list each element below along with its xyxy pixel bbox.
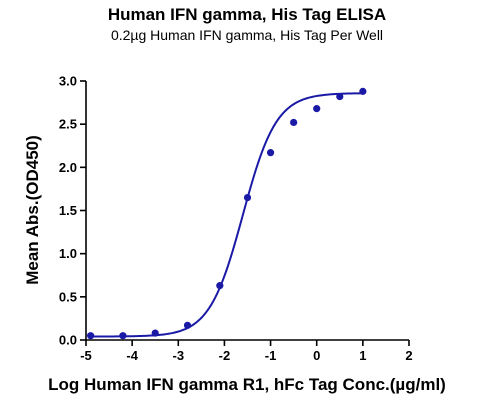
- x-tick-label: 1: [359, 348, 366, 363]
- x-axis-label: Log Human IFN gamma R1, hFc Tag Conc.(µg…: [48, 375, 446, 394]
- x-tick-label: 2: [405, 348, 412, 363]
- y-tick-label: 2.5: [59, 117, 77, 132]
- y-axis-ticks: 0.0 0.5 1.0 1.5 2.0 2.5 3.0: [59, 74, 86, 348]
- data-point: [290, 118, 298, 127]
- data-point: [336, 92, 344, 101]
- chart-subtitle: 0.2µg Human IFN gamma, His Tag Per Well: [111, 27, 383, 43]
- x-tick-label: -5: [80, 348, 92, 363]
- y-tick-label: 1.0: [59, 246, 77, 261]
- y-tick-label: 3.0: [59, 74, 77, 89]
- x-tick-label: -1: [265, 348, 277, 363]
- data-point: [183, 321, 192, 329]
- x-axis-ticks: -5 -4 -3 -2 -1 0 1 2: [80, 340, 413, 363]
- x-tick-label: -3: [173, 348, 185, 363]
- data-point: [87, 332, 95, 340]
- y-tick-label: 2.0: [59, 160, 77, 175]
- y-tick-label: 1.5: [59, 203, 77, 218]
- plot-area: [87, 87, 367, 340]
- data-point: [359, 87, 367, 95]
- data-point: [313, 105, 321, 113]
- data-point: [151, 329, 159, 337]
- chart-title: Human IFN gamma, His Tag ELISA: [108, 5, 386, 24]
- y-tick-label: 0.5: [59, 289, 77, 304]
- data-point: [216, 282, 224, 290]
- x-tick-label: -2: [219, 348, 231, 363]
- data-point: [119, 332, 127, 340]
- y-tick-label: 0.0: [59, 333, 77, 348]
- data-point: [266, 149, 275, 157]
- x-tick-label: -4: [126, 348, 138, 363]
- y-axis-label: Mean Abs.(OD450): [23, 135, 42, 285]
- data-point: [243, 193, 252, 202]
- x-tick-label: 0: [313, 348, 320, 363]
- fit-curve: [90, 92, 363, 338]
